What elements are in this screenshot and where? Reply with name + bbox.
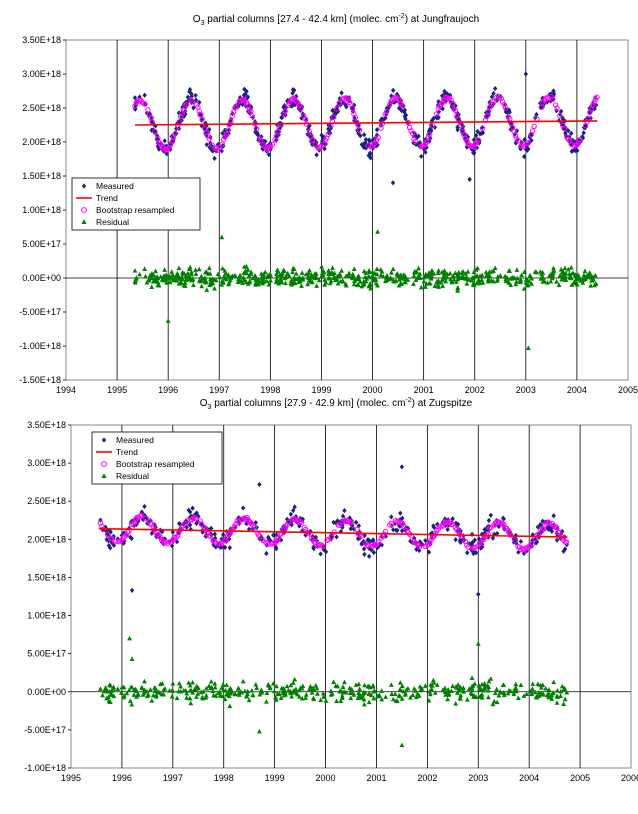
x-tick-label: 2001 <box>366 773 386 783</box>
y-tick-label: 3.00E+18 <box>22 69 61 79</box>
y-tick-label: 2.50E+18 <box>27 496 66 506</box>
y-tick-label: 1.00E+18 <box>27 611 66 621</box>
y-tick-label: -5.00E+17 <box>19 307 61 317</box>
y-tick-label: 1.50E+18 <box>22 171 61 181</box>
x-axis-ticks: 1994 1995 1996 1997 1998 1999 2000 2001 2002 2003… <box>56 385 638 395</box>
x-tick-label: 2002 <box>465 385 485 395</box>
y-tick-label: 3.50E+18 <box>27 420 66 430</box>
legend-label: Bootstrap resampled <box>96 205 175 215</box>
x-tick-label: 1998 <box>214 773 234 783</box>
x-tick-label: 2005 <box>570 773 590 783</box>
chart-title: O3 partial columns [27.4 - 42.4 km] (mol… <box>193 13 479 27</box>
y-tick-label: 3.00E+18 <box>27 458 66 468</box>
legend: Measured Trend Bootstrap resampled Residual <box>72 178 200 230</box>
x-tick-label: 2004 <box>519 773 539 783</box>
x-tick-label: 1999 <box>311 385 331 395</box>
chart-zugspitze: O3 partial columns [27.9 - 42.9 km] (mol… <box>24 397 638 783</box>
x-tick-label: 2000 <box>363 385 383 395</box>
y-tick-label: 1.00E+18 <box>22 205 61 215</box>
x-axis-ticks: 1995 1996 1997 1998 1999 2000 2001 2002 2003 2004… <box>61 773 638 783</box>
legend-label: Trend <box>96 193 118 203</box>
x-tick-label: 2002 <box>417 773 437 783</box>
x-tick-label: 1996 <box>158 385 178 395</box>
x-tick-label: 2005 <box>618 385 638 395</box>
x-tick-label: 1995 <box>61 773 81 783</box>
x-tick-label: 2003 <box>516 385 536 395</box>
x-tick-label: 1997 <box>209 385 229 395</box>
x-tick-label: 1997 <box>163 773 183 783</box>
legend-label: Bootstrap resampled <box>116 459 195 469</box>
x-tick-label: 1995 <box>107 385 127 395</box>
x-tick-label: 2004 <box>567 385 587 395</box>
x-tick-label: 2000 <box>316 773 336 783</box>
x-tick-label: 2001 <box>414 385 434 395</box>
y-tick-label: 1.50E+18 <box>27 572 66 582</box>
x-tick-label: 1999 <box>265 773 285 783</box>
y-tick-label: -1.50E+18 <box>19 375 61 385</box>
y-tick-label: 0.00E+00 <box>27 687 66 697</box>
y-tick-label: 2.50E+18 <box>22 103 61 113</box>
y-tick-label: -5.00E+17 <box>24 725 66 735</box>
x-tick-label: 1994 <box>56 385 76 395</box>
y-tick-label: 3.50E+18 <box>22 35 61 45</box>
legend-box <box>92 432 222 484</box>
chart-jungfraujoch: O3 partial columns [27.4 - 42.4 km] (mol… <box>19 13 638 395</box>
legend-label: Measured <box>96 181 134 191</box>
legend-box <box>72 178 200 230</box>
y-tick-label: -1.00E+18 <box>19 341 61 351</box>
x-tick-label: 2006 <box>621 773 638 783</box>
y-tick-label: 2.00E+18 <box>22 137 61 147</box>
legend-label: Residual <box>96 217 129 227</box>
y-tick-label: 5.00E+17 <box>27 649 66 659</box>
y-tick-label: 5.00E+17 <box>22 239 61 249</box>
y-tick-label: 2.00E+18 <box>27 534 66 544</box>
x-tick-label: 1996 <box>112 773 132 783</box>
y-tick-label: 0.00E+00 <box>22 273 61 283</box>
y-tick-label: -1.00E+18 <box>24 763 66 773</box>
legend-label: Residual <box>116 471 149 481</box>
y-axis-ticks: -1.00E+18 -5.00E+17 0.00E+00 5.00E+17 1.00E+… <box>24 420 71 773</box>
legend-label: Measured <box>116 435 154 445</box>
legend: Measured Trend Bootstrap resampled Residual <box>92 432 222 484</box>
x-tick-label: 1998 <box>260 385 280 395</box>
legend-label: Trend <box>116 447 138 457</box>
x-tick-label: 2003 <box>468 773 488 783</box>
y-axis-ticks: -1.50E+18 -1.00E+18 -5.00E+17 0.00E+00 5.00E… <box>19 35 66 385</box>
chart-title: O3 partial columns [27.9 - 42.9 km] (mol… <box>200 397 473 411</box>
